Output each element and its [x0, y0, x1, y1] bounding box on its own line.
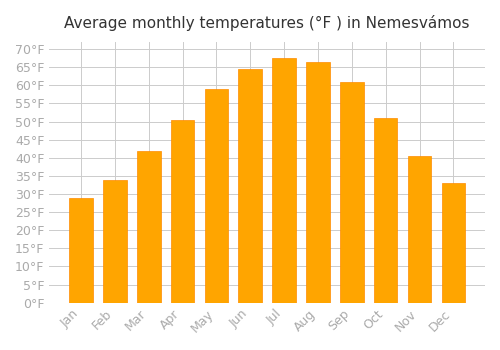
Bar: [69, 198, 93, 303]
Bar: [137, 150, 160, 303]
Bar: [442, 183, 465, 303]
Bar: [170, 120, 194, 303]
Bar: [103, 180, 126, 303]
Bar: [408, 156, 432, 303]
Bar: [306, 62, 330, 303]
Bar: [238, 69, 262, 303]
Title: Average monthly temperatures (°F ) in Nemesvámos: Average monthly temperatures (°F ) in Ne…: [64, 15, 470, 31]
Bar: [204, 89, 229, 303]
Bar: [272, 58, 296, 303]
Bar: [340, 82, 363, 303]
Bar: [374, 118, 398, 303]
